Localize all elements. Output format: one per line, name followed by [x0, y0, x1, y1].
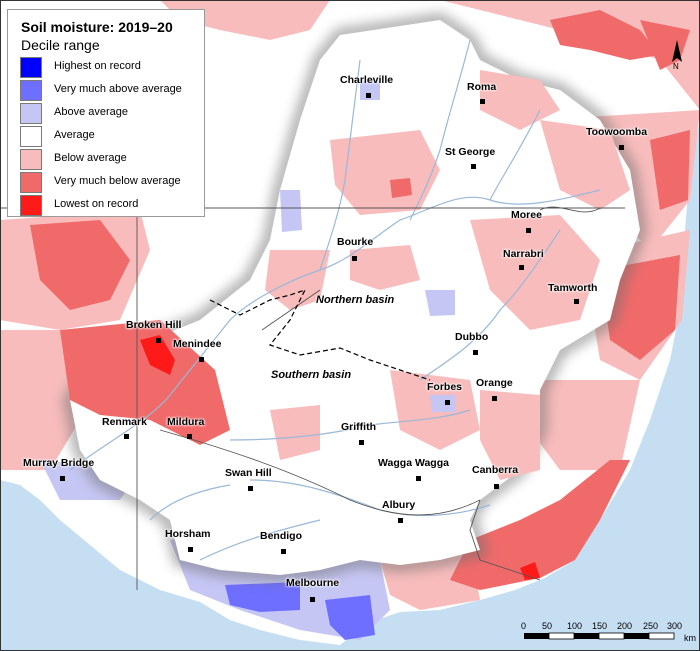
place-label-renmark: Renmark: [102, 416, 147, 428]
town-marker: [199, 357, 204, 362]
place-label-murray-bridge: Murray Bridge: [23, 457, 95, 469]
town-marker: [480, 99, 485, 104]
legend-item: Lowest on record: [20, 195, 204, 217]
town-marker: [519, 265, 524, 270]
town-marker: [473, 350, 478, 355]
place-label-melbourne: Melbourne: [286, 577, 340, 589]
place-label-bendigo: Bendigo: [260, 530, 302, 542]
legend-swatch: [20, 172, 42, 193]
legend-label: Below average: [54, 152, 127, 164]
basin-label-northern: Northern basin: [316, 294, 395, 306]
town-marker: [492, 396, 497, 401]
legend-swatch: [20, 149, 42, 170]
scale-bar: [524, 632, 675, 640]
place-label-narrabri: Narrabri: [503, 248, 544, 260]
place-label-wagga-wagga: Wagga Wagga: [378, 457, 449, 469]
town-marker: [619, 145, 624, 150]
town-marker: [526, 228, 531, 233]
town-marker: [281, 549, 286, 554]
legend-label: Average: [54, 129, 95, 141]
town-marker: [574, 299, 579, 304]
legend-item: Highest on record: [20, 57, 204, 79]
scale-tick: 0: [521, 621, 527, 631]
basin-divide: [209, 288, 431, 381]
place-label-albury: Albury: [382, 499, 416, 511]
place-label-orange: Orange: [476, 377, 513, 389]
town-marker: [187, 434, 192, 439]
place-label-forbes: Forbes: [427, 381, 463, 393]
town-marker: [359, 440, 364, 445]
town-marker: [60, 476, 65, 481]
legend-swatch: [20, 195, 42, 216]
place-label-bourke: Bourke: [337, 236, 374, 248]
place-label-horsham: Horsham: [165, 528, 211, 540]
legend-swatch: [20, 57, 42, 78]
legend: Soil moisture: 2019–20 Decile range High…: [7, 9, 205, 217]
place-label-roma: Roma: [467, 81, 497, 93]
rivers: [69, 39, 601, 561]
north-arrow-label: N: [673, 62, 679, 71]
scale-tick: 50: [542, 621, 553, 631]
scale-tick: 200: [617, 621, 633, 631]
legend-title: Soil moisture: 2019–20: [21, 19, 173, 35]
basin-label-southern: Southern basin: [271, 369, 352, 381]
scale-tick: 100: [567, 621, 583, 631]
legend-label: Very much below average: [54, 175, 181, 187]
scale-unit: km: [684, 633, 696, 643]
town-marker: [310, 597, 315, 602]
place-label-mildura: Mildura: [167, 416, 205, 428]
town-marker: [398, 518, 403, 523]
place-label-moree: Moree: [511, 209, 542, 221]
scale-tick: 300: [667, 621, 683, 631]
north-arrow-icon: [672, 40, 682, 62]
town-marker: [188, 547, 193, 552]
legend-label: Very much above average: [54, 83, 182, 95]
place-label-swan-hill: Swan Hill: [225, 467, 272, 479]
town-marker: [494, 484, 499, 489]
place-label-dubbo: Dubbo: [455, 331, 489, 343]
town-marker: [445, 400, 450, 405]
town-marker: [352, 256, 357, 261]
legend-label: Above average: [54, 106, 128, 118]
legend-label: Highest on record: [54, 60, 141, 72]
legend-item: Very much below average: [20, 172, 204, 194]
legend-subtitle: Decile range: [21, 37, 100, 53]
legend-item: Average: [20, 126, 204, 148]
place-label-tamworth: Tamworth: [548, 282, 598, 294]
place-label-st-george: St George: [445, 146, 496, 158]
scale-tick: 150: [592, 621, 608, 631]
town-marker: [156, 338, 161, 343]
town-marker: [416, 476, 421, 481]
town-marker: [248, 486, 253, 491]
scale-tick: 250: [643, 621, 659, 631]
town-marker: [124, 434, 129, 439]
place-label-charleville: Charleville: [340, 74, 394, 86]
town-marker: [471, 164, 476, 169]
basin-anomalies: [60, 70, 630, 480]
legend-item: Very much above average: [20, 80, 204, 102]
legend-swatch: [20, 126, 42, 147]
legend-item: Below average: [20, 149, 204, 171]
legend-item: Above average: [20, 103, 204, 125]
place-label-broken-hill: Broken Hill: [126, 319, 182, 331]
legend-swatch: [20, 80, 42, 101]
legend-label: Lowest on record: [54, 198, 139, 210]
place-label-menindee: Menindee: [173, 338, 222, 350]
place-label-griffith: Griffith: [341, 421, 376, 433]
town-marker: [366, 93, 371, 98]
legend-swatch: [20, 103, 42, 124]
place-label-toowoomba: Toowoomba: [586, 126, 648, 138]
place-label-canberra: Canberra: [472, 464, 519, 476]
